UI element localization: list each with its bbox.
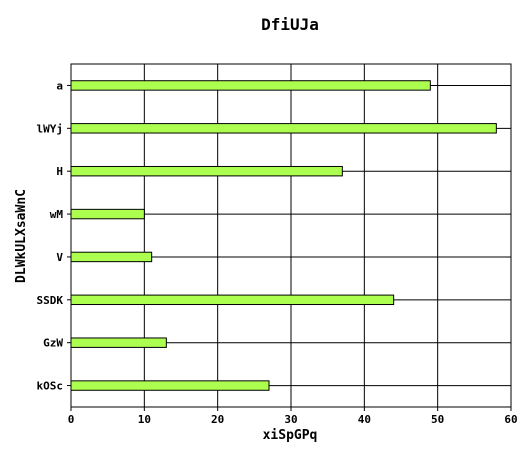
x-tick-label: 60 bbox=[504, 413, 517, 426]
y-tick-label: wM bbox=[50, 208, 64, 221]
y-tick-label: a bbox=[56, 79, 63, 92]
x-tick-labels: 0 10 20 30 40 50 60 bbox=[68, 413, 518, 426]
plot-area-frame bbox=[70, 63, 512, 408]
y-axis-label: DLWkULXsaWnC bbox=[14, 189, 29, 283]
y-tick-label: GzW bbox=[43, 337, 63, 350]
bar-wM bbox=[70, 208, 145, 220]
y-tick-label: lWYj bbox=[37, 122, 64, 135]
grid-lines bbox=[67, 64, 512, 411]
bar-H bbox=[70, 165, 343, 177]
x-tick-label: 0 bbox=[68, 413, 75, 426]
x-tick-label: 30 bbox=[284, 413, 297, 426]
chart-title: DfiUJa bbox=[261, 15, 319, 34]
bar-GzW bbox=[70, 337, 167, 348]
x-tick-label: 10 bbox=[138, 413, 151, 426]
y-tick-label: kOSc bbox=[37, 380, 64, 393]
y-tick-labels: a lWYj HwM V SSDK GzW kOSc bbox=[37, 79, 64, 392]
y-tick-label: SSDK bbox=[37, 294, 64, 307]
y-tick-label: H bbox=[56, 165, 63, 178]
y-tick-label: V bbox=[56, 251, 63, 264]
bar-V bbox=[70, 251, 153, 263]
bar-SSDK bbox=[70, 294, 395, 306]
bar-a bbox=[70, 80, 431, 91]
bar-lWYj bbox=[70, 123, 497, 134]
x-axis-label: xiSpGPq bbox=[263, 428, 318, 443]
bar-kOSc bbox=[70, 380, 270, 391]
x-tick-label: 50 bbox=[431, 413, 444, 426]
x-tick-label: 20 bbox=[211, 413, 224, 426]
bars bbox=[70, 80, 497, 391]
x-tick-label: 40 bbox=[358, 413, 371, 426]
